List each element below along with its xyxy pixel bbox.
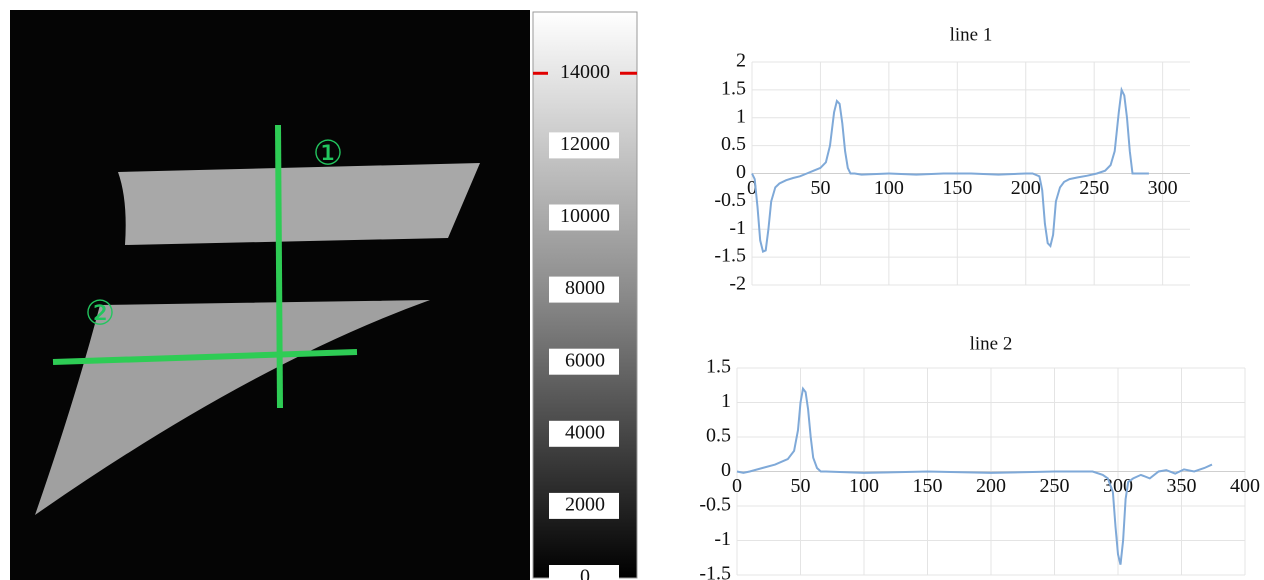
marker-2: ② bbox=[85, 294, 115, 334]
x-tick-label: 250 bbox=[1040, 475, 1070, 497]
x-tick-label: 250 bbox=[1079, 177, 1109, 199]
y-tick-label: 0 bbox=[736, 161, 746, 183]
data-line bbox=[752, 90, 1149, 252]
x-tick-label: 100 bbox=[874, 177, 904, 199]
colorbar-tick-label: 2000 bbox=[565, 493, 605, 515]
y-tick-label: -1 bbox=[729, 217, 746, 239]
chart-title: line 1 bbox=[950, 24, 993, 45]
y-tick-label: -1.5 bbox=[714, 245, 746, 267]
x-tick-label: 300 bbox=[1148, 177, 1178, 199]
x-tick-label: 0 bbox=[732, 475, 742, 497]
x-tick-label: 200 bbox=[976, 475, 1006, 497]
chart-title: line 2 bbox=[970, 333, 1013, 354]
y-tick-label: 1.5 bbox=[721, 77, 746, 99]
y-tick-label: 0.5 bbox=[721, 133, 746, 155]
colorbar-tick-label: 10000 bbox=[560, 205, 610, 227]
y-tick-label: 1 bbox=[736, 105, 746, 127]
colorbar-tick-label: 14000 bbox=[560, 61, 610, 83]
y-tick-label: -0.5 bbox=[699, 494, 731, 516]
y-tick-label: -1 bbox=[714, 528, 731, 550]
y-tick-label: -1.5 bbox=[699, 563, 731, 580]
y-tick-label: 2 bbox=[736, 50, 746, 72]
x-tick-label: 200 bbox=[1011, 177, 1041, 199]
x-tick-label: 50 bbox=[810, 177, 830, 199]
marker-1: ① bbox=[313, 134, 343, 174]
x-tick-label: 350 bbox=[1167, 475, 1197, 497]
figure: ① ② 02000400060008000100001200014000line… bbox=[0, 0, 1264, 580]
y-tick-label: -2 bbox=[729, 273, 746, 295]
colorbar-tick-label: 8000 bbox=[565, 277, 605, 299]
colorbar-tick-label: 6000 bbox=[565, 349, 605, 371]
image-panel: ① ② bbox=[10, 10, 530, 580]
colorbar-tick-label: 12000 bbox=[560, 133, 610, 155]
line-1-profile bbox=[278, 125, 280, 408]
colorbar-tick-label: 4000 bbox=[565, 421, 605, 443]
x-tick-label: 100 bbox=[849, 475, 879, 497]
y-tick-label: -0.5 bbox=[714, 189, 746, 211]
colorbar-tick-label: 0 bbox=[580, 566, 590, 580]
x-tick-label: 50 bbox=[791, 475, 811, 497]
upper-shape bbox=[118, 163, 480, 245]
y-tick-label: 0.5 bbox=[706, 425, 731, 447]
y-tick-label: 0 bbox=[721, 459, 731, 481]
x-tick-label: 150 bbox=[942, 177, 972, 199]
y-tick-label: 1.5 bbox=[706, 356, 731, 378]
x-tick-label: 400 bbox=[1230, 475, 1260, 497]
x-tick-label: 150 bbox=[913, 475, 943, 497]
y-tick-label: 1 bbox=[721, 390, 731, 412]
